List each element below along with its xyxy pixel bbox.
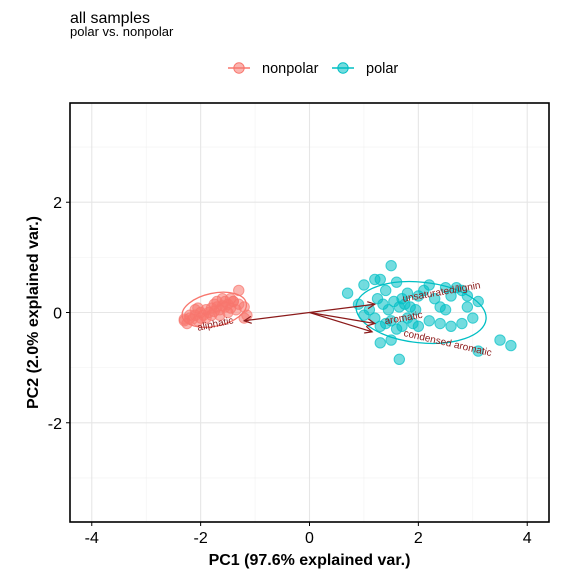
y-tick-label: 0 [53, 306, 62, 323]
legend: nonpolar polar [228, 61, 398, 77]
point-polar [472, 345, 484, 357]
axis-ticks: -4 -2 0 2 4 -2 0 2 [48, 195, 532, 547]
point-nonpolar [233, 284, 245, 297]
loading-arrow [309, 311, 373, 333]
legend-label-polar: polar [366, 61, 398, 77]
grid [70, 103, 549, 522]
loading-arrow [309, 303, 375, 314]
point-polar [423, 315, 435, 327]
legend-label-nonpolar: nonpolar [262, 61, 319, 77]
point-nonpolar [208, 298, 220, 310]
chart-title: all samples [70, 10, 150, 27]
point-polar [445, 290, 457, 302]
y-tick-label: -2 [48, 416, 62, 433]
chart-subtitle: polar vs. nonpolar [70, 24, 174, 39]
point-polar [412, 320, 425, 332]
point-polar [352, 298, 365, 310]
point-polar [467, 312, 479, 324]
point-polar [428, 293, 441, 305]
point-polar [494, 334, 506, 346]
point-nonpolar [224, 293, 237, 305]
loading-arrowhead [242, 315, 252, 324]
point-polar [505, 339, 517, 352]
point-polar [374, 273, 386, 286]
x-tick-label: -2 [194, 530, 208, 547]
point-polar [409, 304, 422, 316]
x-axis-title: PC1 (97.6% explained var.) [209, 552, 411, 569]
loading-arrowhead [367, 301, 377, 310]
point-polar [472, 295, 484, 308]
x-tick-label: -4 [85, 530, 99, 547]
legend-key-nonpolar [233, 62, 245, 74]
point-polar [439, 304, 452, 316]
loading-arrowhead [364, 325, 374, 334]
point-polar [396, 320, 408, 332]
point-polar [385, 315, 397, 327]
legend-key-polar [337, 62, 349, 74]
point-polar [423, 279, 435, 291]
point-polar [341, 287, 354, 299]
point-polar [390, 276, 403, 288]
loading-arrow [244, 311, 310, 322]
point-polar [393, 353, 406, 366]
point-polar [380, 284, 392, 297]
point-polar [461, 301, 474, 313]
point-polar [461, 290, 474, 302]
point-polar [445, 320, 457, 332]
x-tick-label: 2 [414, 530, 423, 547]
point-polar [385, 334, 397, 346]
point-polar [401, 287, 414, 299]
data-points [178, 259, 517, 366]
x-tick-label: 4 [523, 530, 532, 547]
point-nonpolar [192, 302, 204, 314]
point-polar [385, 259, 397, 272]
point-polar [358, 309, 370, 321]
loading-arrow [309, 311, 375, 325]
loading-arrowhead [366, 318, 377, 327]
point-polar [439, 281, 452, 294]
point-polar [358, 279, 370, 291]
y-tick-label: 2 [53, 195, 62, 212]
loading-label: condensed aromatic [402, 328, 492, 359]
x-tick-label: 0 [305, 530, 314, 547]
point-polar [456, 317, 468, 330]
y-axis-title: PC2 (2.0% explained var.) [25, 216, 42, 409]
point-polar [382, 304, 395, 316]
point-polar [374, 337, 386, 349]
point-nonpolar [178, 313, 191, 325]
point-nonpolar [222, 306, 234, 319]
point-polar [434, 317, 446, 330]
